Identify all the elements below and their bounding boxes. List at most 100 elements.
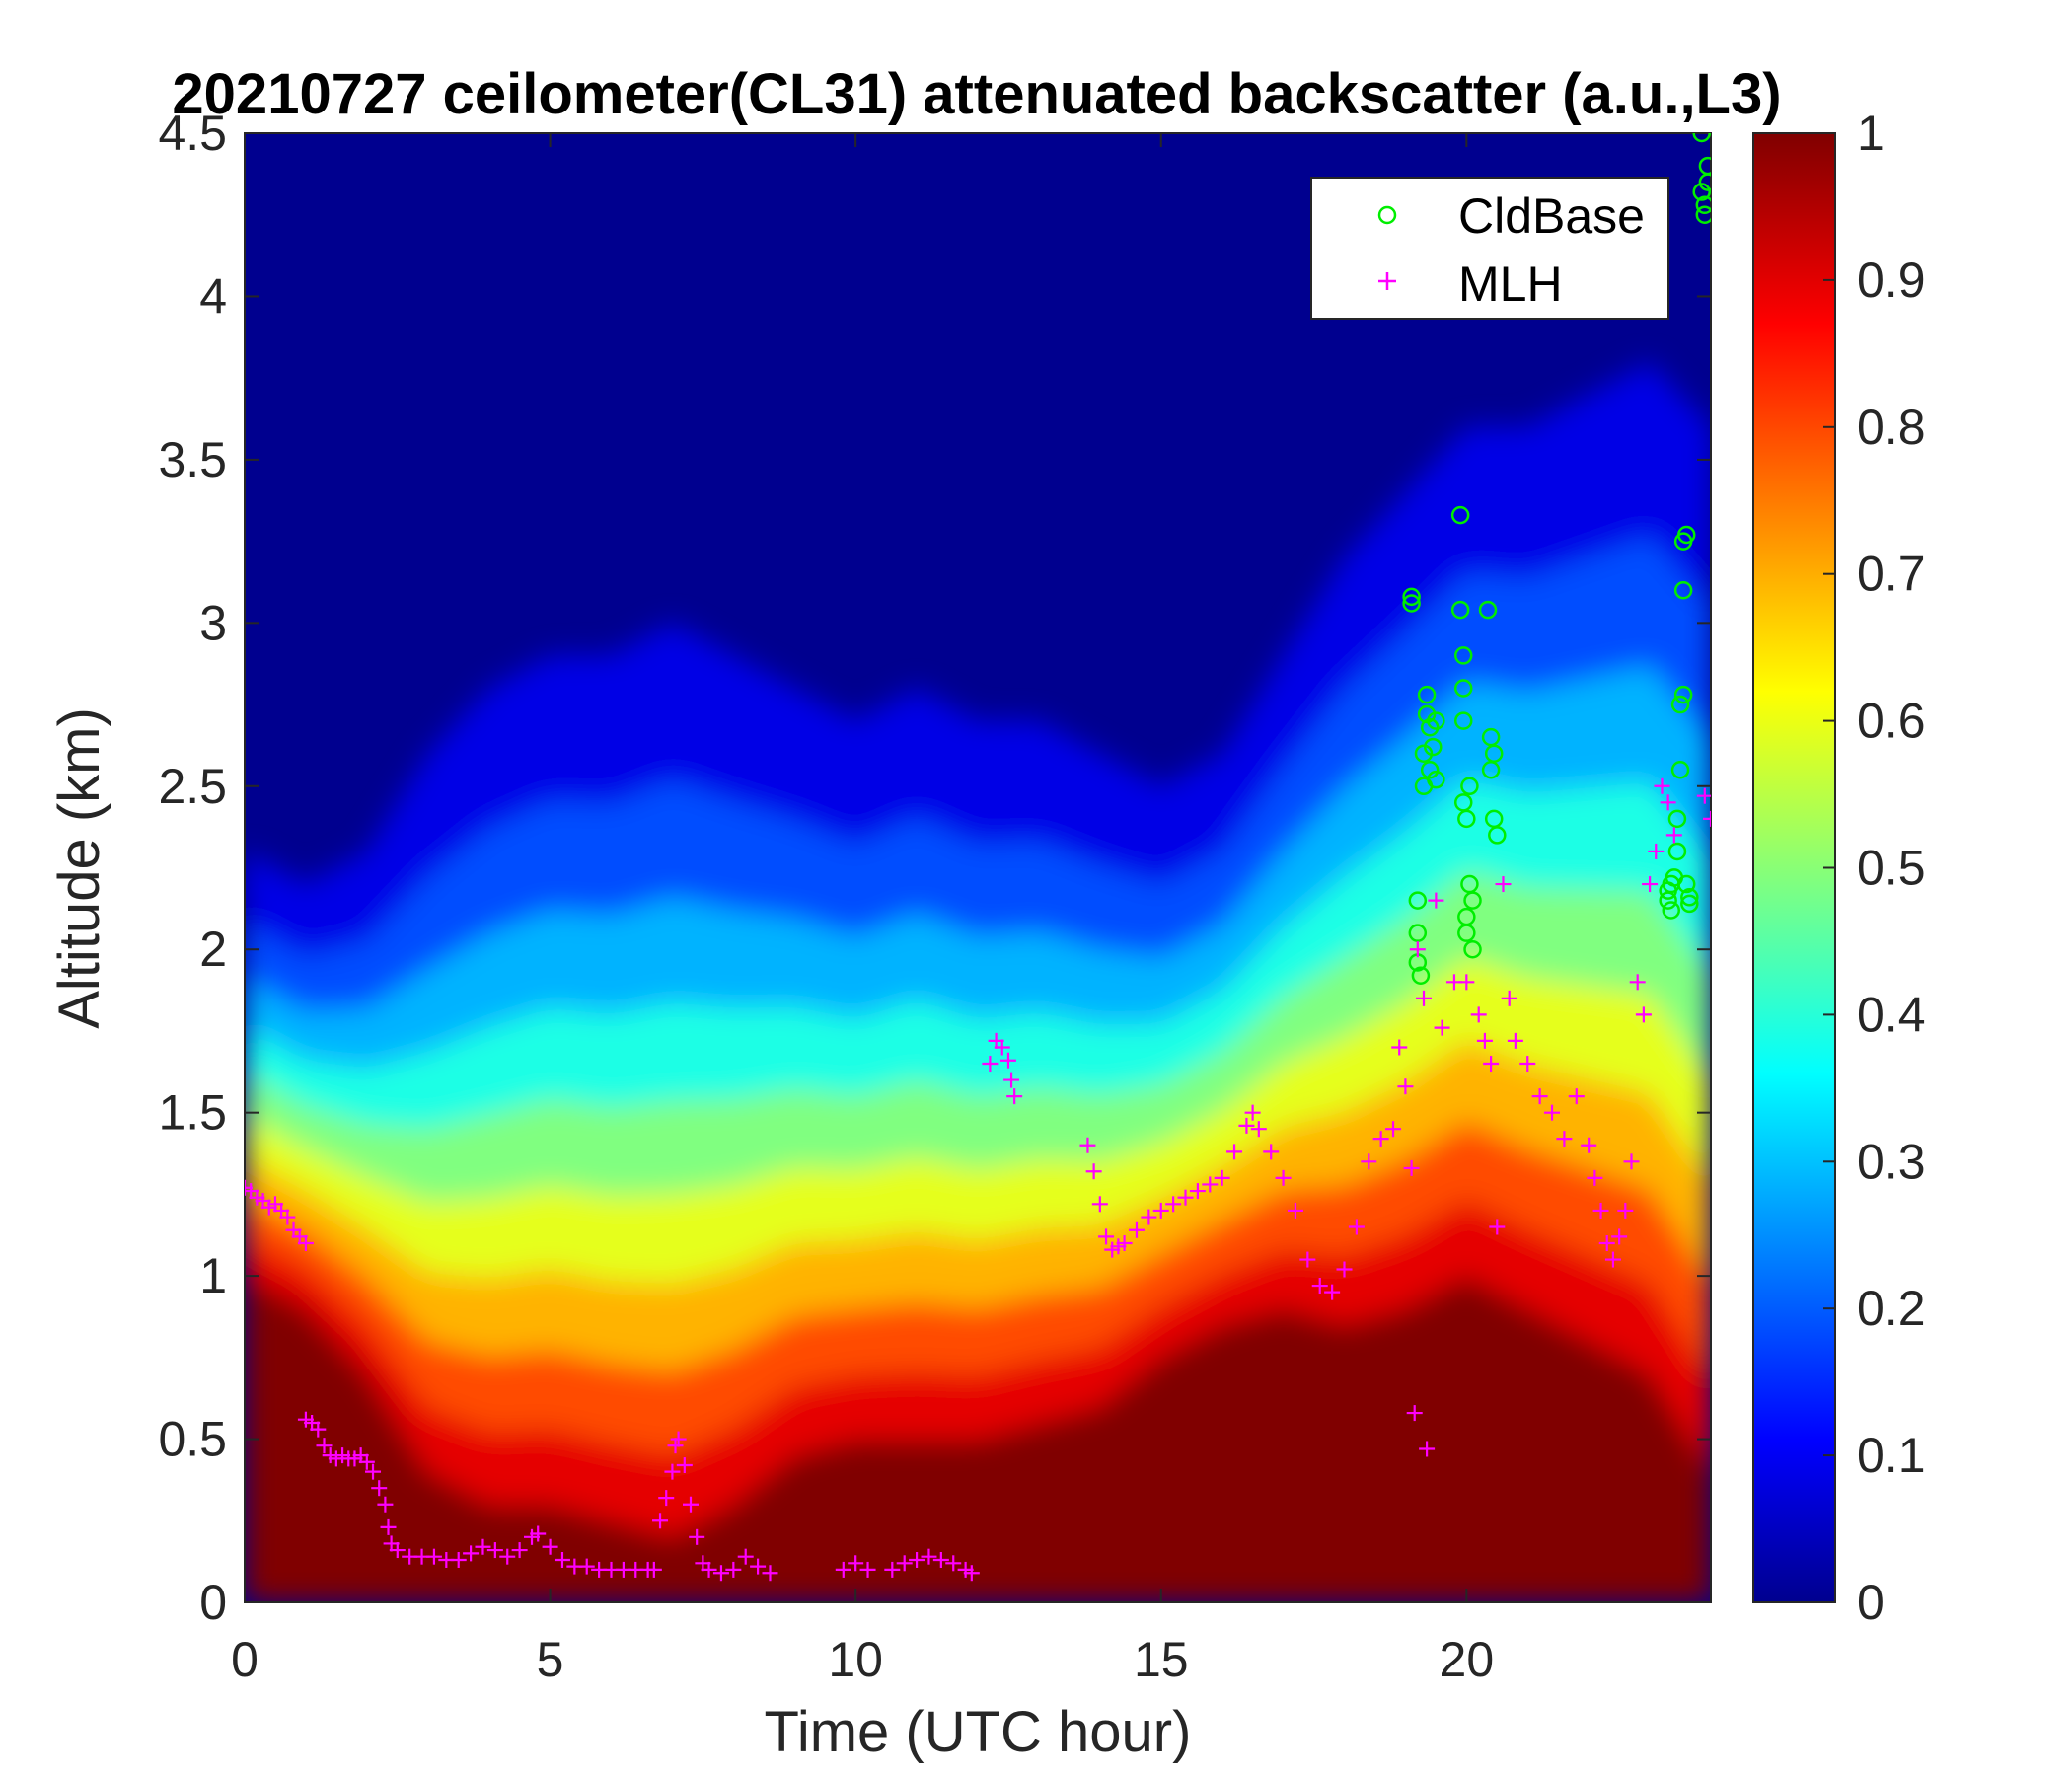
mlh-point bbox=[1598, 1235, 1615, 1252]
x-tick-label: 20 bbox=[1440, 1632, 1495, 1687]
mlh-point bbox=[1568, 1088, 1585, 1105]
mlh-point bbox=[1635, 1006, 1652, 1023]
mlh-point bbox=[1202, 1176, 1219, 1193]
mlh-point bbox=[1419, 1441, 1436, 1457]
y-tick-label: 2.5 bbox=[158, 759, 227, 814]
cldbase-point bbox=[1427, 711, 1445, 730]
mlh-point bbox=[1372, 1131, 1389, 1147]
mlh-point bbox=[667, 1438, 684, 1454]
cldbase-point bbox=[1680, 894, 1699, 914]
mlh-point bbox=[389, 1542, 406, 1559]
y-tick-label: 3 bbox=[199, 595, 227, 650]
mlh-point bbox=[1483, 1056, 1500, 1073]
mlh-point bbox=[921, 1548, 937, 1565]
mlh-point bbox=[1470, 1006, 1487, 1023]
mlh-point bbox=[884, 1561, 901, 1578]
mlh-point bbox=[982, 1056, 999, 1073]
mlh-point bbox=[1361, 1153, 1377, 1170]
legend-cldbase-marker bbox=[1377, 205, 1397, 225]
mlh-point bbox=[1428, 892, 1444, 909]
series-cldbase bbox=[1402, 133, 1711, 985]
mlh-point bbox=[896, 1555, 913, 1572]
mlh-point bbox=[1287, 1202, 1303, 1219]
mlh-point bbox=[1587, 1169, 1603, 1186]
cldbase-point bbox=[1463, 891, 1482, 910]
y-tick-label: 4 bbox=[199, 268, 227, 324]
colorbar-tick-label: 0.7 bbox=[1857, 547, 1926, 602]
mlh-point bbox=[1311, 1278, 1328, 1295]
legend-mlh-marker bbox=[1378, 272, 1396, 290]
mlh-point bbox=[1458, 974, 1475, 991]
cldbase-point bbox=[1417, 704, 1437, 724]
x-axis: 0 5 10 15 20 bbox=[231, 133, 1494, 1687]
mlh-point bbox=[1489, 1219, 1506, 1235]
cldbase-point bbox=[1673, 685, 1693, 704]
cldbase-point bbox=[1463, 939, 1482, 959]
plot-frame bbox=[244, 132, 1712, 1603]
mlh-point bbox=[1128, 1221, 1145, 1238]
mlh-point bbox=[1507, 1032, 1523, 1049]
mlh-point bbox=[1226, 1144, 1243, 1160]
legend-box bbox=[1310, 177, 1669, 320]
cldbase-point bbox=[1667, 809, 1687, 829]
mlh-point bbox=[1324, 1284, 1341, 1300]
colorbar: 0 0.1 0.2 0.3 0.4 0.5 0.6 0.7 0.8 0.9 1 bbox=[1752, 106, 1926, 1630]
mlh-point bbox=[1409, 941, 1426, 958]
cldbase-point bbox=[1662, 901, 1681, 920]
cldbase-point bbox=[1680, 888, 1699, 907]
cldbase-point bbox=[1453, 679, 1473, 698]
cldbase-point bbox=[1427, 770, 1445, 789]
mlh-point bbox=[750, 1558, 767, 1575]
y-tick-label: 1.5 bbox=[158, 1085, 227, 1141]
mlh-point bbox=[1660, 794, 1676, 811]
mlh-point bbox=[1177, 1189, 1194, 1206]
mlh-point bbox=[762, 1565, 778, 1582]
mlh-point bbox=[1501, 990, 1517, 1006]
cldbase-point bbox=[1460, 777, 1479, 796]
mlh-point bbox=[1085, 1163, 1102, 1180]
mlh-point bbox=[1434, 1019, 1450, 1036]
cldbase-point bbox=[1670, 695, 1690, 714]
mlh-point bbox=[994, 1039, 1010, 1056]
x-tick-label: 10 bbox=[828, 1632, 883, 1687]
mlh-point bbox=[1275, 1169, 1292, 1186]
cldbase-point bbox=[1402, 594, 1421, 613]
cldbase-point bbox=[1420, 760, 1440, 779]
mlh-point bbox=[1250, 1121, 1267, 1138]
mlh-point bbox=[1079, 1137, 1096, 1153]
mlh-point bbox=[1531, 1088, 1548, 1105]
mlh-point bbox=[1299, 1251, 1316, 1268]
mlh-point bbox=[1696, 787, 1711, 804]
mlh-point bbox=[1003, 1072, 1020, 1088]
cldbase-point bbox=[1488, 826, 1507, 845]
y-axis: 0 0.5 1 1.5 2 2.5 3 3.5 4 4.5 bbox=[158, 106, 1711, 1630]
mlh-point bbox=[645, 1561, 662, 1578]
mlh-point bbox=[737, 1548, 754, 1565]
mlh-point bbox=[1415, 990, 1432, 1006]
legend: CldBase MLH bbox=[1310, 177, 1669, 320]
mlh-point bbox=[475, 1538, 491, 1555]
mlh-point bbox=[676, 1457, 693, 1474]
legend-mlh-label: MLH bbox=[1458, 257, 1563, 312]
heatmap-plot-area bbox=[245, 133, 1711, 1602]
x-axis-label: Time (UTC hour) bbox=[765, 1700, 1192, 1764]
mlh-point bbox=[1397, 1078, 1414, 1095]
mlh-point bbox=[1581, 1137, 1597, 1153]
mlh-point bbox=[658, 1490, 675, 1507]
mlh-point bbox=[1091, 1196, 1108, 1213]
cldbase-point bbox=[1484, 744, 1504, 763]
mlh-point bbox=[835, 1561, 851, 1578]
cldbase-point bbox=[1414, 744, 1434, 763]
colorbar-tick-label: 0.6 bbox=[1857, 694, 1926, 749]
mlh-point bbox=[1165, 1196, 1182, 1213]
mlh-point bbox=[1642, 876, 1659, 893]
chart-title: 20210727 ceilometer(CL31) attenuated bac… bbox=[172, 62, 1781, 126]
colorbar-tick-label: 0.9 bbox=[1857, 253, 1926, 308]
mlh-point bbox=[1611, 1228, 1628, 1245]
cldbase-point bbox=[1457, 809, 1476, 829]
mlh-point bbox=[1348, 1219, 1365, 1235]
mlh-point bbox=[358, 1453, 375, 1470]
mlh-point bbox=[450, 1551, 467, 1568]
mlh-point bbox=[1385, 1121, 1402, 1138]
colorbar-tick-label: 0.5 bbox=[1857, 841, 1926, 896]
